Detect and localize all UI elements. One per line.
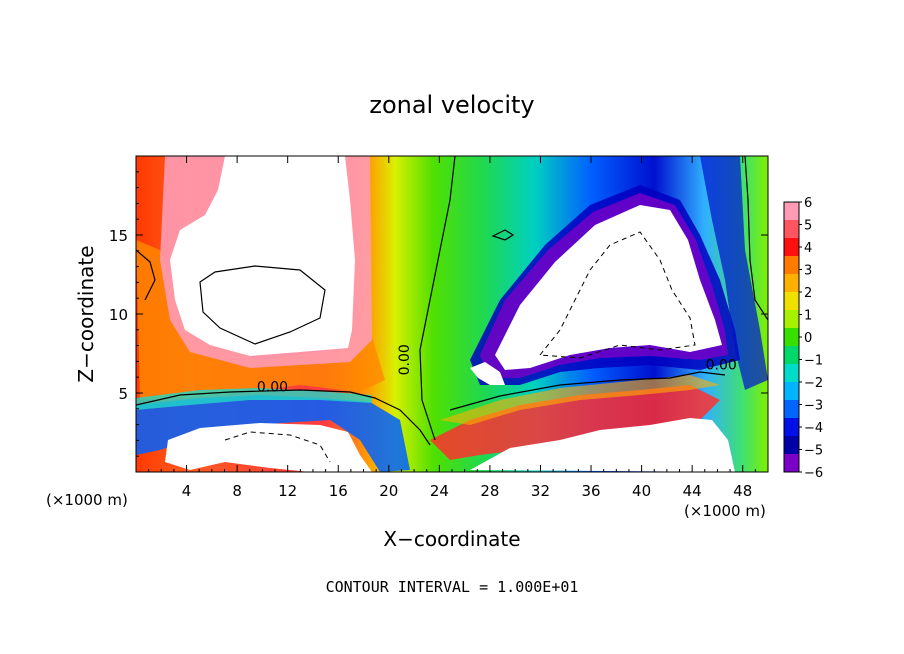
white-region-lower-left: [165, 423, 372, 472]
contour-dashed-lower: [224, 431, 331, 463]
x-axis: 4 8 12 16 20 24 28 32 36 40 44 48: [148, 156, 756, 500]
contour-label: 0.00: [706, 357, 737, 373]
colorbar-swatch: [784, 346, 799, 365]
colorbar-swatch: [784, 400, 799, 419]
contour-small-loop: [491, 229, 515, 241]
colorbar-swatch: [784, 256, 799, 275]
colorbar-swatch: [784, 202, 799, 221]
colorbar-label: 6: [804, 196, 812, 211]
field-blue-band-left: [136, 395, 410, 472]
x-tick-label: 4: [182, 482, 192, 500]
field-orange-band: [440, 375, 720, 425]
colorbar-swatch: [784, 328, 799, 347]
x-tick-label: 16: [329, 482, 348, 500]
colorbar-label: 3: [804, 264, 812, 279]
y-tick-label: 5: [118, 385, 128, 403]
white-region-upper-right: [495, 205, 722, 370]
contour-left-edge: [136, 249, 156, 301]
contour-dashed: [224, 231, 696, 463]
x-tick-label: 36: [581, 482, 600, 500]
colorbar-label: 0: [804, 331, 812, 346]
contour-dashed-right: [539, 231, 696, 359]
colorbar-swatch: [784, 418, 799, 437]
colorbar-label: −3: [804, 399, 823, 414]
contour-zero-left: [136, 389, 431, 446]
white-region-small-bubble: [470, 362, 505, 385]
colorbar-swatch: [784, 382, 799, 401]
colorbar-label: −5: [804, 444, 823, 459]
x-axis-label: X−coordinate: [383, 527, 520, 551]
x-tick-label: 32: [531, 482, 550, 500]
field-blue-right: [700, 156, 768, 390]
x-tick-label: 8: [232, 482, 242, 500]
x-unit-left: (×1000 m): [46, 491, 128, 509]
colorbar-label: 4: [804, 241, 812, 256]
x-tick-label: 48: [733, 482, 752, 500]
x-tick-label: 24: [430, 482, 449, 500]
colorbar-swatch: [784, 310, 799, 329]
contour-lines: [136, 156, 768, 446]
colorbar-swatch: [784, 454, 799, 473]
y-axis: 5 10 15: [109, 171, 768, 457]
contour-closed-upper-left: [199, 265, 326, 345]
colorbar-label: −1: [804, 354, 823, 369]
colorbar-label: 1: [804, 309, 812, 324]
colorbar-swatch: [784, 436, 799, 455]
white-region-lower-right: [470, 418, 735, 472]
colorbar-label: 5: [804, 219, 812, 234]
x-tick-label: 20: [379, 482, 398, 500]
y-axis-label: Z−coordinate: [74, 245, 98, 382]
colorbar-label: 2: [804, 286, 812, 301]
contour-right-edge: [744, 156, 768, 321]
x-unit-right: (×1000 m): [684, 502, 766, 520]
chart-title: zonal velocity: [369, 91, 534, 119]
contour-interval-footer: CONTOUR INTERVAL = 1.000E+01: [326, 578, 579, 596]
colorbar-swatch: [784, 220, 799, 239]
white-region-upper-left: [170, 156, 355, 356]
contour-label: 0.00: [397, 344, 413, 375]
contour-zero-vertical: [419, 156, 456, 441]
x-tick-label: 28: [480, 482, 499, 500]
contour-labels: 0.00 0.00 0.00: [257, 344, 737, 395]
heatmap-field: [136, 156, 768, 472]
contour-zero-right: [449, 371, 726, 411]
colorbar-swatch: [784, 364, 799, 383]
colorbar: 6 5 4 3 2 1 0 −1 −2 −3 −4 −5 −6: [783, 196, 823, 481]
colorbar-label: −2: [804, 376, 823, 391]
y-tick-label: 10: [109, 306, 128, 324]
colorbar-swatch: [784, 292, 799, 311]
x-tick-label: 44: [683, 482, 702, 500]
colorbar-label: −4: [804, 421, 823, 436]
field-red-ridge: [430, 385, 720, 460]
x-tick-label: 40: [632, 482, 651, 500]
colorbar-swatch: [784, 238, 799, 257]
x-tick-label: 12: [278, 482, 297, 500]
y-tick-label: 15: [109, 227, 128, 245]
colorbar-label: −6: [804, 466, 823, 481]
contour-label: 0.00: [257, 379, 288, 395]
colorbar-swatch: [784, 274, 799, 293]
